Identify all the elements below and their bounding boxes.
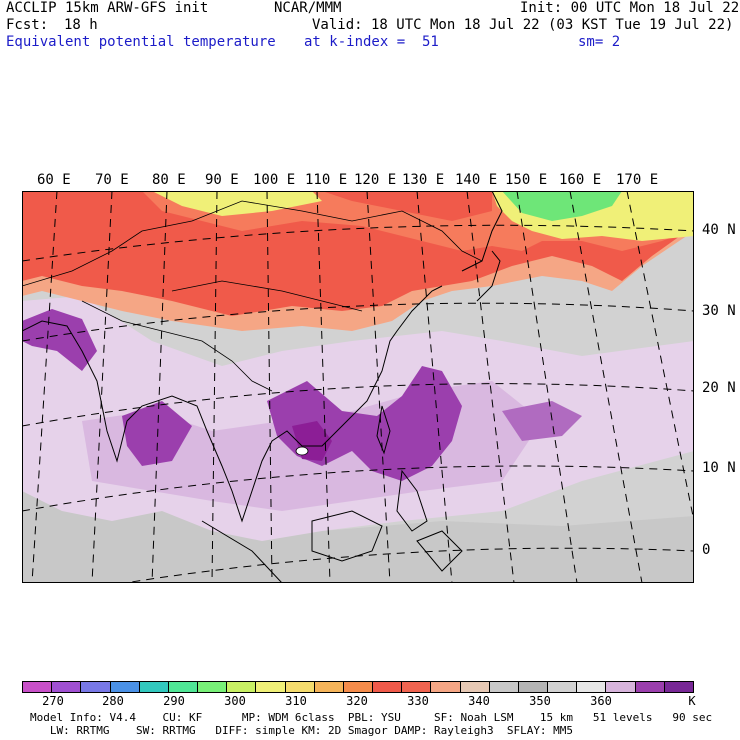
field-name: Equivalent potential temperature [6,34,276,50]
colorbar-swatch [110,682,140,692]
colorbar-swatch [285,682,315,692]
lat-label: 10 N [702,460,736,476]
lon-label: 120 E [354,172,397,188]
lon-label: 90 E [205,172,239,188]
colorbar-label: 280 [102,694,124,708]
colorbar-swatch [664,682,693,692]
lat-label: 0 [702,542,711,558]
smooth-info: sm= 2 [578,34,621,50]
lon-label: 60 E [37,172,71,188]
colorbar-swatch [460,682,490,692]
colorbar-swatch [577,682,607,692]
colorbar-swatch [548,682,578,692]
fcst-label: Fcst: [6,17,49,33]
lon-label: 130 E [402,172,445,188]
lat-label: 20 N [702,380,736,396]
colorbar-swatch [139,682,169,692]
org-label: NCAR/MMM [274,0,342,16]
init-time: Init: 00 UTC Mon 18 Jul 22 [520,0,740,16]
colorbar-label: 270 [42,694,64,708]
lon-label: 70 E [95,172,129,188]
lat-label: 30 N [702,303,736,319]
colorbar-label: 310 [285,694,307,708]
colorbar-label: 350 [529,694,551,708]
field-purple-india [22,309,97,371]
field-purple-bay [122,401,192,466]
colorbar-unit: K [688,694,696,708]
lon-label: 110 E [305,172,348,188]
map-border [22,191,694,583]
colorbar-label: 300 [224,694,246,708]
colorbar-swatch [431,682,461,692]
colorbar-swatch [52,682,82,692]
model-info-line2: LW: RRTMG SW: RRTMG DIFF: simple KM: 2D … [30,724,574,737]
model-title: ACCLIP 15km ARW-GFS init [6,0,209,16]
valid-time: Valid: 18 UTC Mon 18 Jul 22 (03 KST Tue … [312,17,734,33]
colorbar-swatch [343,682,374,692]
colorbar-label: 340 [468,694,490,708]
colorbar-swatch [198,682,228,692]
coastlines [22,191,503,583]
level-info: at k-index = 51 [304,34,439,50]
colorbar-swatch [402,682,432,692]
lon-label: 140 E [455,172,498,188]
lat-label: 40 N [702,222,736,238]
colorbar-label: 360 [590,694,612,708]
borders [22,200,483,392]
colorbar [22,681,694,693]
colorbar-swatch [635,682,665,692]
lon-label: 170 E [616,172,659,188]
colorbar-swatch [81,682,111,692]
equivalent-potential-temperature-map [22,191,694,583]
lon-label: 100 E [253,172,296,188]
colorbar-swatch [168,682,199,692]
colorbar-label: 290 [163,694,185,708]
field-yellow-west [152,191,322,216]
colorbar-swatch [23,682,53,692]
lon-label: 80 E [152,172,186,188]
colorbar-swatch [373,682,403,692]
lake-tonle-sap [295,446,309,456]
colorbar-swatch [518,682,549,692]
colorbar-label: 320 [346,694,368,708]
lon-label: 160 E [559,172,602,188]
colorbar-label: 330 [407,694,429,708]
colorbar-swatch [227,682,257,692]
colorbar-swatch [256,682,286,692]
colorbar-swatch [489,682,519,692]
field-green [502,191,622,221]
colorbar-swatch [606,682,636,692]
fcst-value: 18 h [64,17,98,33]
map-panel [22,191,694,583]
field-purple-pacific [502,401,582,441]
colorbar-swatch [314,682,344,692]
lon-label: 150 E [505,172,548,188]
model-info-line1: Model Info: V4.4 CU: KF MP: WDM 6class P… [30,711,713,724]
